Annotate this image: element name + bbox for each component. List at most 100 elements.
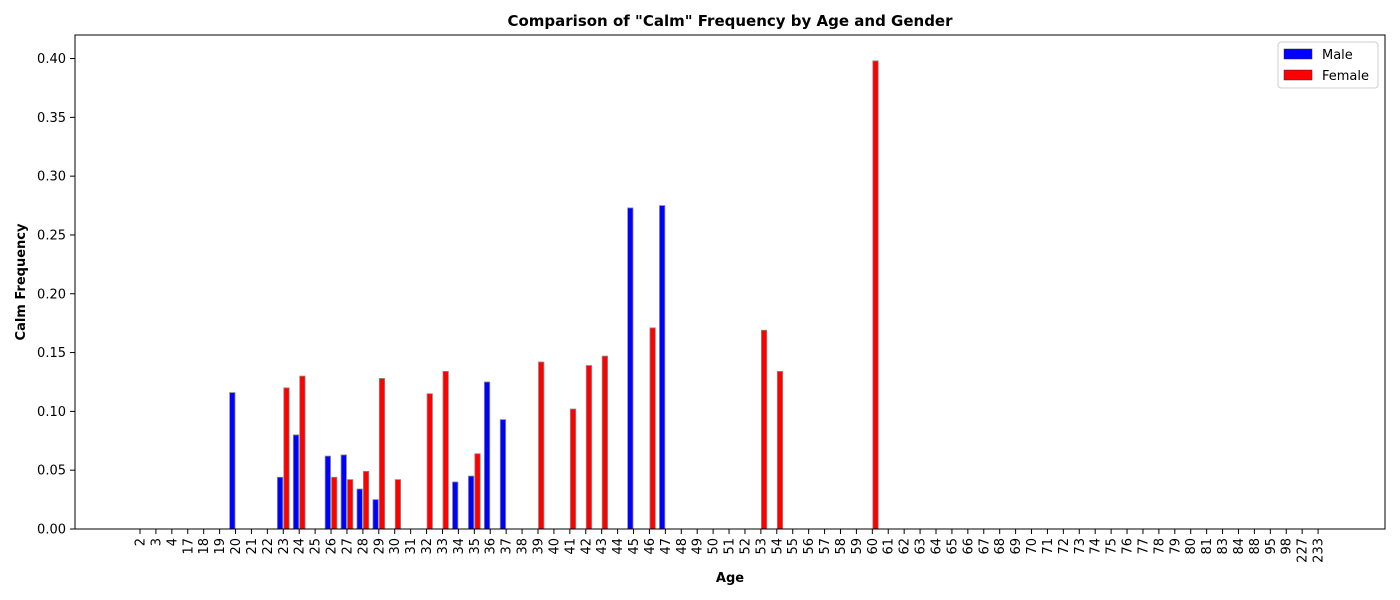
legend: Male Female: [1277, 41, 1379, 89]
bar-female-age-42: [585, 365, 593, 530]
y-tick-label: 0.40: [37, 52, 66, 67]
x-tick-label: 64: [930, 538, 945, 555]
bar-male-age-23: [276, 476, 284, 530]
y-tick-label: 0.35: [37, 111, 66, 126]
x-tick-label: 35: [468, 538, 483, 555]
x-tick-label: 44: [611, 538, 626, 555]
x-tick-label: 43: [595, 538, 610, 555]
x-tick-label: 34: [452, 538, 467, 555]
x-tick-label: 52: [738, 538, 753, 555]
bar-female-age-28: [362, 470, 370, 530]
x-tick-label: 78: [1152, 538, 1167, 555]
bar-male-age-36: [483, 381, 491, 530]
bar-female-age-39: [538, 361, 545, 530]
x-tick-label: 21: [245, 538, 260, 555]
x-tick-label: 63: [914, 538, 929, 555]
bar-male-age-29: [372, 499, 379, 530]
x-tick-label: 24: [293, 538, 308, 555]
x-tick-label: 70: [1025, 538, 1040, 555]
bar-female-age-29: [378, 378, 386, 530]
bar-female-age-35: [474, 453, 481, 530]
x-tick-label: 67: [977, 538, 992, 555]
x-tick-label: 79: [1168, 538, 1183, 555]
x-tick-label: 3: [149, 538, 164, 546]
x-tick-label: 42: [579, 538, 594, 555]
x-tick-label: 55: [786, 538, 801, 555]
legend-swatch-female: [1283, 69, 1313, 81]
x-tick-label: 73: [1073, 538, 1088, 555]
y-tick-label: 0.10: [37, 405, 66, 420]
x-tick-label: 233: [1312, 538, 1327, 563]
x-tick-label: 68: [993, 538, 1008, 555]
bar-male-age-28: [356, 488, 363, 530]
x-tick-label: 98: [1280, 538, 1295, 555]
bar-female-age-23: [283, 387, 290, 530]
bar-male-age-26: [324, 455, 331, 530]
x-tick-label: 45: [627, 538, 642, 555]
x-tick-label: 58: [834, 538, 849, 555]
x-tick-label: 74: [1089, 538, 1104, 555]
bar-female-age-30: [394, 479, 402, 530]
x-tick-label: 72: [1057, 538, 1072, 555]
x-tick-label: 75: [1105, 538, 1120, 555]
bar-male-age-34: [452, 481, 459, 530]
legend-label-female: Female: [1322, 69, 1369, 84]
x-tick-label: 20: [229, 538, 244, 555]
x-tick-label: 18: [197, 538, 212, 555]
bar-female-age-26: [331, 476, 338, 530]
bar-male-age-37: [499, 419, 507, 530]
bar-female-age-27: [347, 479, 354, 530]
x-tick-label: 54: [770, 538, 785, 555]
x-tick-label: 4: [165, 538, 180, 546]
x-tick-label: 39: [532, 538, 547, 555]
bar-male-age-24: [292, 434, 300, 530]
x-tick-label: 62: [898, 538, 913, 555]
x-tick-label: 65: [945, 538, 960, 555]
x-tick-label: 46: [643, 538, 658, 555]
x-tick-label: 71: [1041, 538, 1056, 555]
x-tick-label: 28: [356, 538, 371, 555]
x-tick-label: 51: [723, 538, 738, 555]
bar-male-age-47: [659, 205, 666, 530]
x-tick-label: 83: [1216, 538, 1231, 555]
plot-frame: [74, 34, 1386, 530]
chart-title: Comparison of "Calm" Frequency by Age an…: [507, 12, 953, 30]
bar-female-age-46: [649, 327, 656, 530]
bar-male-age-35: [468, 475, 475, 530]
x-tick-label: 49: [691, 538, 706, 555]
x-tick-label: 40: [547, 538, 562, 555]
x-tick-label: 80: [1184, 538, 1199, 555]
x-tick-label: 81: [1200, 538, 1215, 555]
x-tick-label: 38: [516, 538, 531, 555]
y-tick-label: 0.00: [37, 523, 66, 538]
bar-female-age-54: [776, 370, 784, 530]
x-tick-label: 77: [1136, 538, 1151, 555]
x-tick-label: 53: [754, 538, 769, 555]
x-tick-label: 25: [309, 538, 324, 555]
bar-male-age-45: [627, 207, 634, 530]
x-tick-label: 66: [961, 538, 976, 555]
y-tick-label: 0.15: [37, 346, 66, 361]
x-tick-label: 30: [388, 538, 403, 555]
x-tick-label: 19: [213, 538, 228, 555]
x-tick-label: 41: [563, 538, 578, 555]
bar-female-age-33: [442, 370, 449, 530]
x-tick-label: 56: [802, 538, 817, 555]
bar-female-age-53: [760, 329, 768, 530]
x-tick-label: 33: [436, 538, 451, 555]
y-tick-label: 0.25: [37, 228, 66, 243]
x-tick-label: 31: [404, 538, 419, 555]
x-tick-label: 61: [882, 538, 897, 555]
y-tick-label: 0.05: [37, 464, 66, 479]
x-tick-label: 22: [261, 538, 276, 555]
bars-layer: [229, 60, 879, 530]
bar-male-age-20: [229, 392, 236, 530]
bar-female-age-32: [426, 393, 433, 530]
x-axis-label: Age: [716, 571, 744, 586]
y-tick-label: 0.20: [37, 287, 66, 302]
x-tick-label: 47: [659, 538, 674, 555]
x-tick-label: 37: [500, 538, 515, 555]
x-tick-label: 69: [1009, 538, 1024, 555]
x-tick-label: 88: [1248, 538, 1263, 555]
legend-label-male: Male: [1322, 48, 1353, 63]
